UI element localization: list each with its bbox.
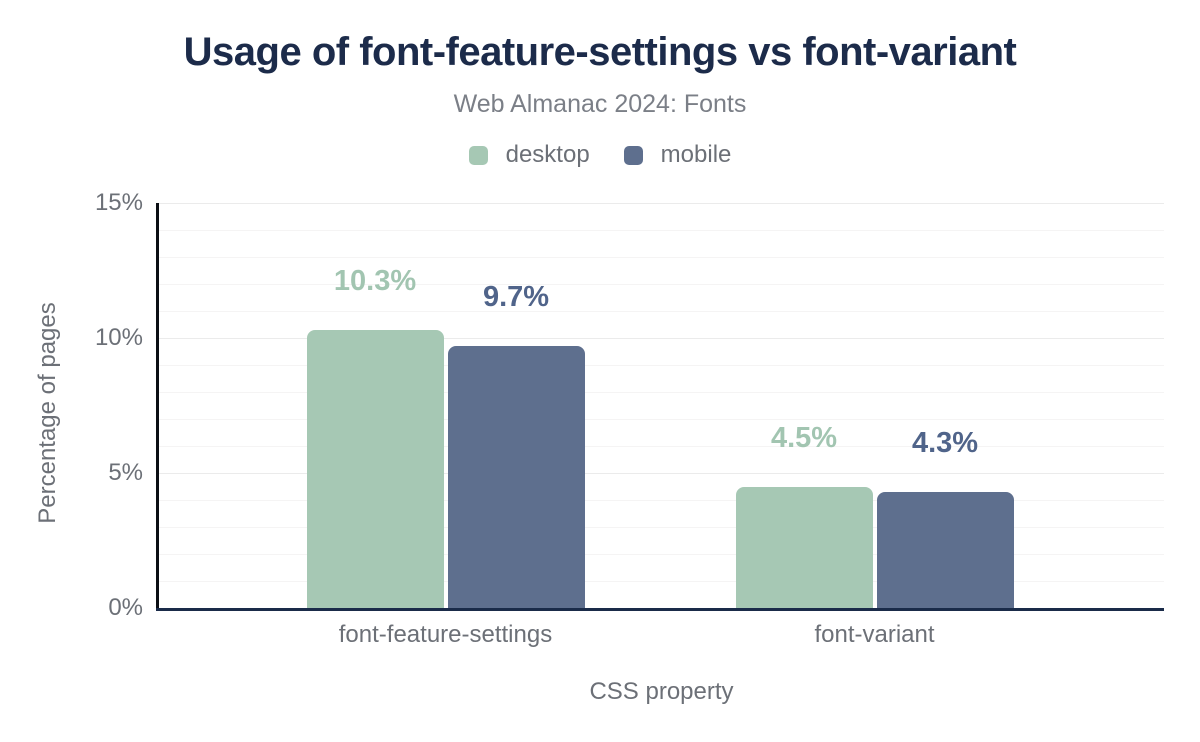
bar-value-label-desktop: 10.3%	[333, 264, 417, 297]
bar-desktop	[306, 329, 444, 608]
y-tick-label: 0%	[108, 594, 143, 621]
legend-item-desktop: desktop	[468, 141, 590, 169]
minor-gridline	[159, 392, 1164, 393]
bar-value-label-desktop: 4.5%	[770, 421, 838, 454]
minor-gridline	[159, 527, 1164, 528]
y-tick-label: 5%	[108, 459, 143, 486]
major-gridline	[159, 203, 1164, 204]
bar-value-label-mobile: 4.3%	[911, 426, 979, 459]
category-label: font-variant	[814, 621, 935, 648]
minor-gridline	[159, 500, 1164, 501]
bar-desktop	[735, 486, 873, 608]
y-tick-label: 15%	[94, 189, 143, 216]
legend-item-mobile: mobile	[623, 141, 732, 169]
minor-gridline	[159, 581, 1164, 582]
minor-gridline	[159, 284, 1164, 285]
minor-gridline	[159, 257, 1164, 258]
x-axis-title: CSS property	[589, 678, 734, 705]
minor-gridline	[159, 311, 1164, 312]
bar-mobile	[876, 491, 1014, 608]
minor-gridline	[159, 419, 1164, 420]
legend: desktop mobile	[0, 141, 1200, 169]
bar-value-label-mobile: 9.7%	[482, 281, 550, 314]
minor-gridline	[159, 446, 1164, 447]
category-label: font-feature-settings	[338, 621, 553, 648]
major-gridline	[159, 473, 1164, 474]
y-axis-title: Percentage of pages	[34, 302, 61, 524]
y-tick-label: 10%	[94, 324, 143, 351]
chart-subtitle: Web Almanac 2024: Fonts	[453, 90, 747, 118]
x-axis-line	[156, 608, 1164, 611]
bar-mobile	[447, 346, 585, 608]
y-axis-line	[156, 203, 159, 611]
legend-label: desktop	[505, 141, 590, 168]
minor-gridline	[159, 554, 1164, 555]
legend-swatch-desktop	[468, 145, 488, 165]
minor-gridline	[159, 365, 1164, 366]
legend-label: mobile	[660, 141, 732, 168]
chart-title: Usage of font-feature-settings vs font-v…	[183, 30, 1017, 74]
major-gridline	[159, 338, 1164, 339]
minor-gridline	[159, 230, 1164, 231]
legend-swatch-mobile	[623, 145, 643, 165]
